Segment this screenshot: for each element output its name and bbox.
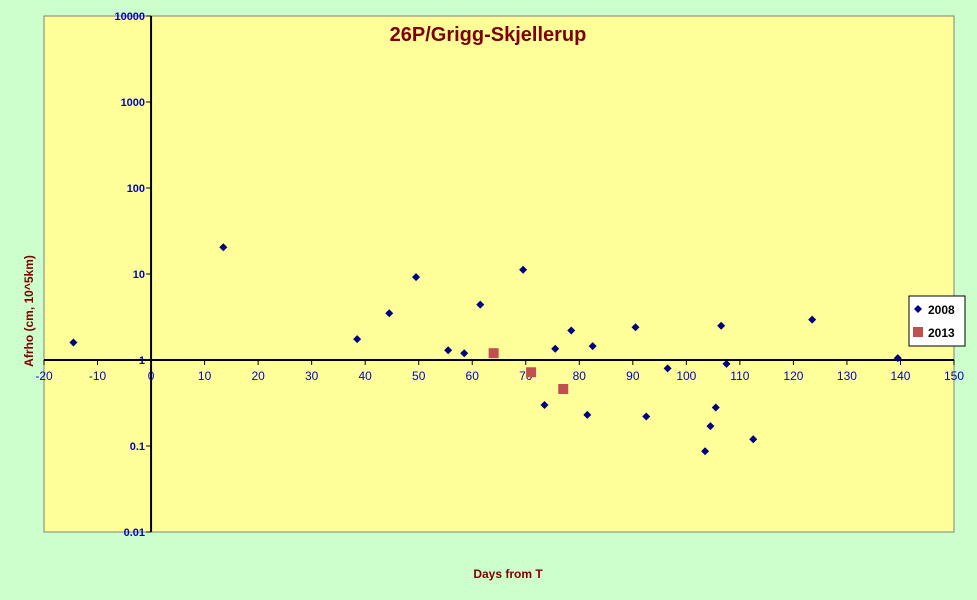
data-point — [711, 403, 720, 412]
data-point — [701, 447, 710, 456]
x-tick-label: -20 — [35, 369, 53, 383]
data-point — [526, 367, 537, 378]
x-tick-label: -10 — [89, 369, 107, 383]
data-point — [567, 326, 576, 335]
data-point — [583, 410, 592, 419]
chart-title: 26P/Grigg-Skjellerup — [390, 24, 587, 46]
data-point — [893, 354, 902, 363]
x-tick-label: 130 — [837, 369, 857, 383]
data-point — [385, 309, 394, 318]
data-point — [353, 335, 362, 344]
y-tick-label: 100 — [127, 183, 145, 195]
data-point — [519, 265, 528, 274]
data-point — [717, 321, 726, 330]
data-point — [412, 273, 421, 282]
legend-box — [908, 295, 966, 347]
x-tick-label: 30 — [305, 369, 319, 383]
y-tick-label: 10 — [133, 269, 145, 281]
x-tick-label: 50 — [412, 369, 426, 383]
x-tick-label: 10 — [198, 369, 212, 383]
x-tick-label: 120 — [783, 369, 803, 383]
y-tick-label: 0.01 — [124, 527, 145, 539]
x-tick-label: 60 — [466, 369, 480, 383]
data-point — [219, 243, 228, 252]
x-axis-title: Days from T — [473, 567, 543, 581]
data-point — [551, 344, 560, 353]
data-point — [444, 346, 453, 355]
data-point — [808, 315, 817, 324]
x-tick-label: 100 — [676, 369, 696, 383]
x-tick-label: 0 — [148, 369, 155, 383]
legend-label: 2008 — [928, 303, 955, 317]
legend: 2008 2013 — [908, 295, 966, 347]
data-points — [69, 243, 902, 456]
data-point — [540, 400, 549, 409]
x-tick-label: 140 — [890, 369, 910, 383]
data-point — [558, 384, 569, 395]
x-tick-label: 20 — [251, 369, 265, 383]
data-point — [749, 435, 758, 444]
y-tick-label: 0.1 — [130, 441, 145, 453]
data-point — [488, 348, 499, 359]
x-tick-label: 90 — [626, 369, 640, 383]
data-point — [722, 359, 731, 368]
y-tick-label: 1000 — [121, 97, 145, 109]
x-tick-label: 110 — [730, 369, 749, 383]
x-tick-label: 150 — [944, 369, 964, 383]
y-tick-label: 10000 — [114, 11, 145, 23]
y-axis-title: Afrho (cm, 10^5km) — [22, 255, 36, 367]
data-point — [706, 422, 715, 431]
data-point — [663, 364, 672, 373]
x-tick-label: 40 — [358, 369, 372, 383]
data-point — [642, 412, 651, 421]
legend-label: 2013 — [928, 326, 955, 340]
x-tick-label: 80 — [573, 369, 587, 383]
data-point — [460, 349, 469, 358]
y-tick-label: 1 — [139, 355, 145, 367]
data-point — [631, 323, 640, 332]
data-point — [69, 338, 78, 347]
legend-marker — [913, 327, 923, 337]
legend-marker — [914, 305, 922, 313]
x-axis-ticks: -20 -10 0 10 20 30 40 50 60 70 80 90 100 110 120 130 140… — [35, 360, 964, 383]
series-2008 — [69, 243, 902, 456]
data-point — [588, 342, 597, 351]
data-point — [476, 300, 485, 309]
series-2013 — [488, 348, 569, 395]
y-axis-ticks: 0.01 0.1 1 10 100 1000 10000 — [114, 11, 152, 539]
plot-area — [43, 15, 955, 533]
